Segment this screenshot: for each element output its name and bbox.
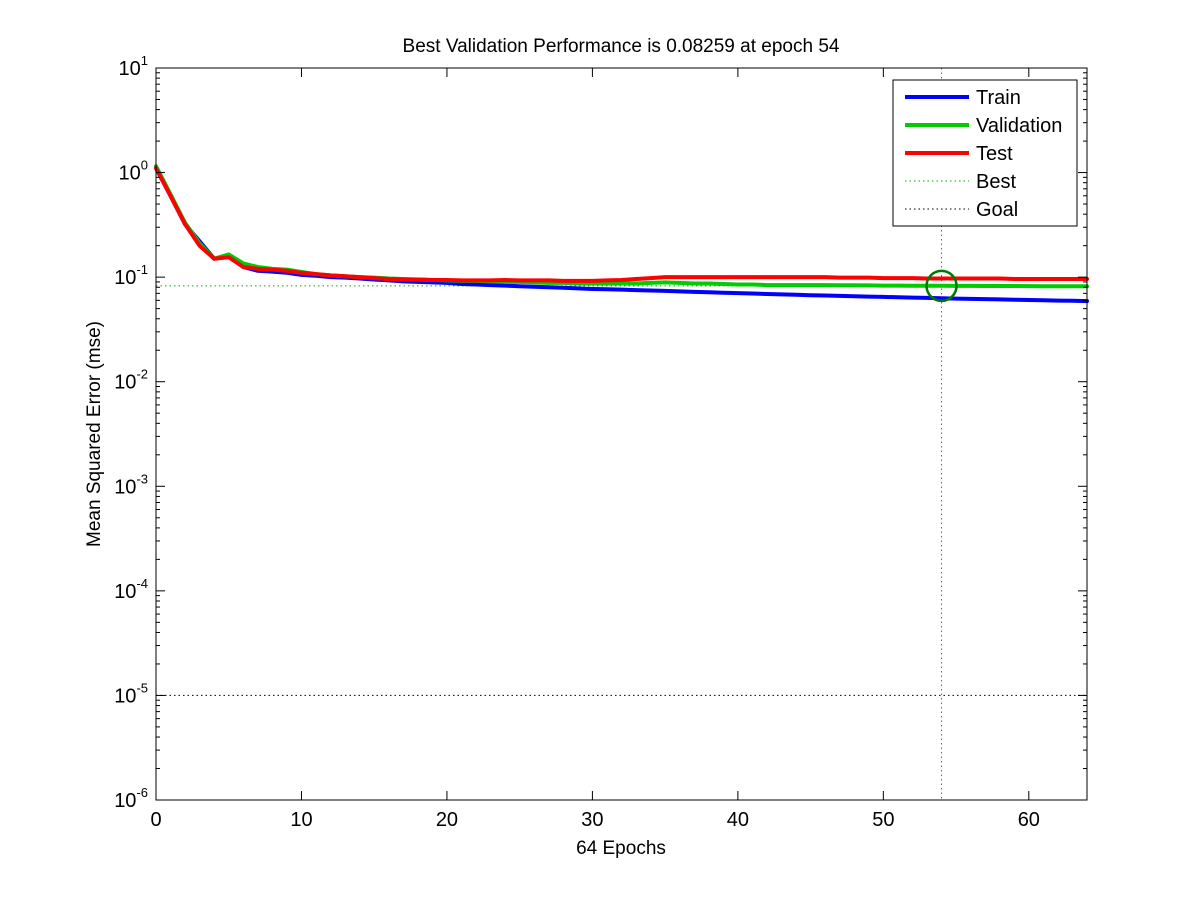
legend-label-validation: Validation [976, 115, 1062, 137]
x-tick-label: 20 [436, 809, 458, 831]
legend-label-goal: Goal [976, 199, 1018, 221]
legend-label-train: Train [976, 87, 1021, 109]
x-tick-label: 30 [581, 809, 603, 831]
x-tick-label: 40 [727, 809, 749, 831]
chart-title: Best Validation Performance is 0.08259 a… [403, 36, 840, 57]
y-axis-label: Mean Squared Error (mse) [84, 321, 105, 547]
x-tick-label: 60 [1018, 809, 1040, 831]
y-tick-label: 10-4 [114, 576, 148, 603]
x-axis-label: 64 Epochs [576, 838, 666, 859]
x-tick-label: 50 [872, 809, 894, 831]
series-line-test [154, 166, 1089, 283]
best-marker-group [925, 269, 958, 303]
best-epoch-marker [925, 269, 958, 303]
y-tick-label: 10-2 [114, 367, 148, 394]
legend-label-test: Test [976, 143, 1013, 165]
y-tick-label: 10-1 [114, 262, 148, 289]
y-tick-label: 10-3 [114, 471, 148, 498]
y-tick-label: 101 [119, 53, 148, 80]
x-tick-label: 10 [290, 809, 312, 831]
x-axis-ticks: 0 10 20 30 40 50 60 [150, 68, 1040, 831]
legend-label-best: Best [976, 171, 1016, 193]
y-tick-label: 10-6 [114, 785, 148, 812]
y-tick-label: 100 [119, 158, 148, 185]
plot-frame [155, 67, 1088, 801]
y-axis-ticks: 10-6 10-5 10-4 10-3 10-2 10-1 100 101 [114, 53, 1087, 812]
legend: Train Validation Test Best Goal [892, 79, 1078, 227]
x-tick-label: 0 [150, 809, 161, 831]
y-tick-label: 10-5 [114, 680, 148, 707]
